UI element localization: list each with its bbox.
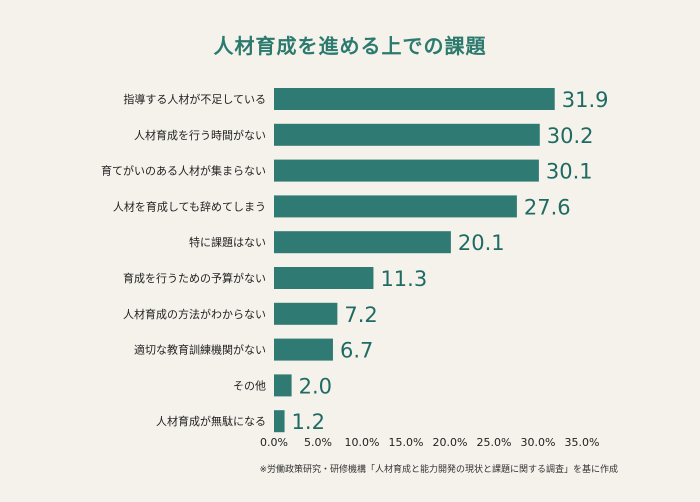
x-tick-label: 5.0% [304, 436, 332, 449]
x-tick-label: 15.0% [389, 436, 424, 449]
bar [274, 374, 292, 397]
category-label: その他 [233, 379, 266, 392]
value-labels: 31.9 30.2 30.1 27.6 20.1 11.37.2 6.7 2.0 1.2 [292, 88, 609, 434]
bar [274, 159, 539, 182]
chart-title: 人材育成を進める上での課題 [213, 34, 487, 58]
bar [274, 267, 374, 289]
value-label: 6.7 [340, 339, 373, 363]
value-label: 20.1 [458, 231, 505, 255]
value-label: 1.2 [292, 410, 325, 434]
category-label: 指導する人材が不足している [123, 92, 266, 106]
x-tick-label: 35.0% [565, 436, 600, 449]
bar [274, 195, 517, 218]
category-label: 人材育成を行う時間がない [134, 128, 266, 142]
bar [274, 231, 451, 254]
source-note: ※労働政策研究・研修機構「人材育成と能力開発の現状と課題に関する調査」を基に作成 [259, 465, 618, 475]
bar [274, 88, 555, 110]
bar [274, 302, 338, 325]
category-label: 適切な教育訓練機関がない [134, 343, 266, 357]
value-label: 27.6 [524, 195, 571, 219]
value-label: 11.3 [380, 267, 427, 291]
category-label: 育成を行うための予算がない [123, 271, 266, 285]
category-label: 人材育成が無駄になる [156, 414, 266, 428]
value-label: 7.2 [344, 303, 377, 327]
bars-group [274, 88, 555, 433]
category-label: 育てがいのある人材が集まらない [101, 164, 266, 178]
x-axis-ticks: 0.0% 5.0% 10.0% 15.0% 20.0% 25.0% 30.0% 35.0% [260, 436, 599, 449]
bar [274, 123, 540, 146]
x-tick-label: 30.0% [521, 436, 556, 449]
category-labels: 指導する人材が不足している人材育成を行う時間がない育てがいのある人材が集まらない… [101, 92, 266, 428]
value-label: 31.9 [562, 88, 609, 112]
category-label: 特に課題はない [189, 235, 266, 249]
value-label: 2.0 [299, 374, 332, 398]
x-tick-label: 25.0% [477, 436, 512, 449]
x-tick-label: 10.0% [345, 436, 380, 449]
bar [274, 410, 285, 433]
value-label: 30.1 [546, 160, 593, 184]
category-label: 人材を育成しても辞めてしまう [113, 199, 266, 213]
x-tick-label: 0.0% [260, 436, 288, 449]
bar [274, 338, 333, 361]
category-label: 人材育成の方法がわからない [123, 307, 266, 321]
value-label: 30.2 [547, 124, 594, 148]
x-tick-label: 20.0% [433, 436, 468, 449]
